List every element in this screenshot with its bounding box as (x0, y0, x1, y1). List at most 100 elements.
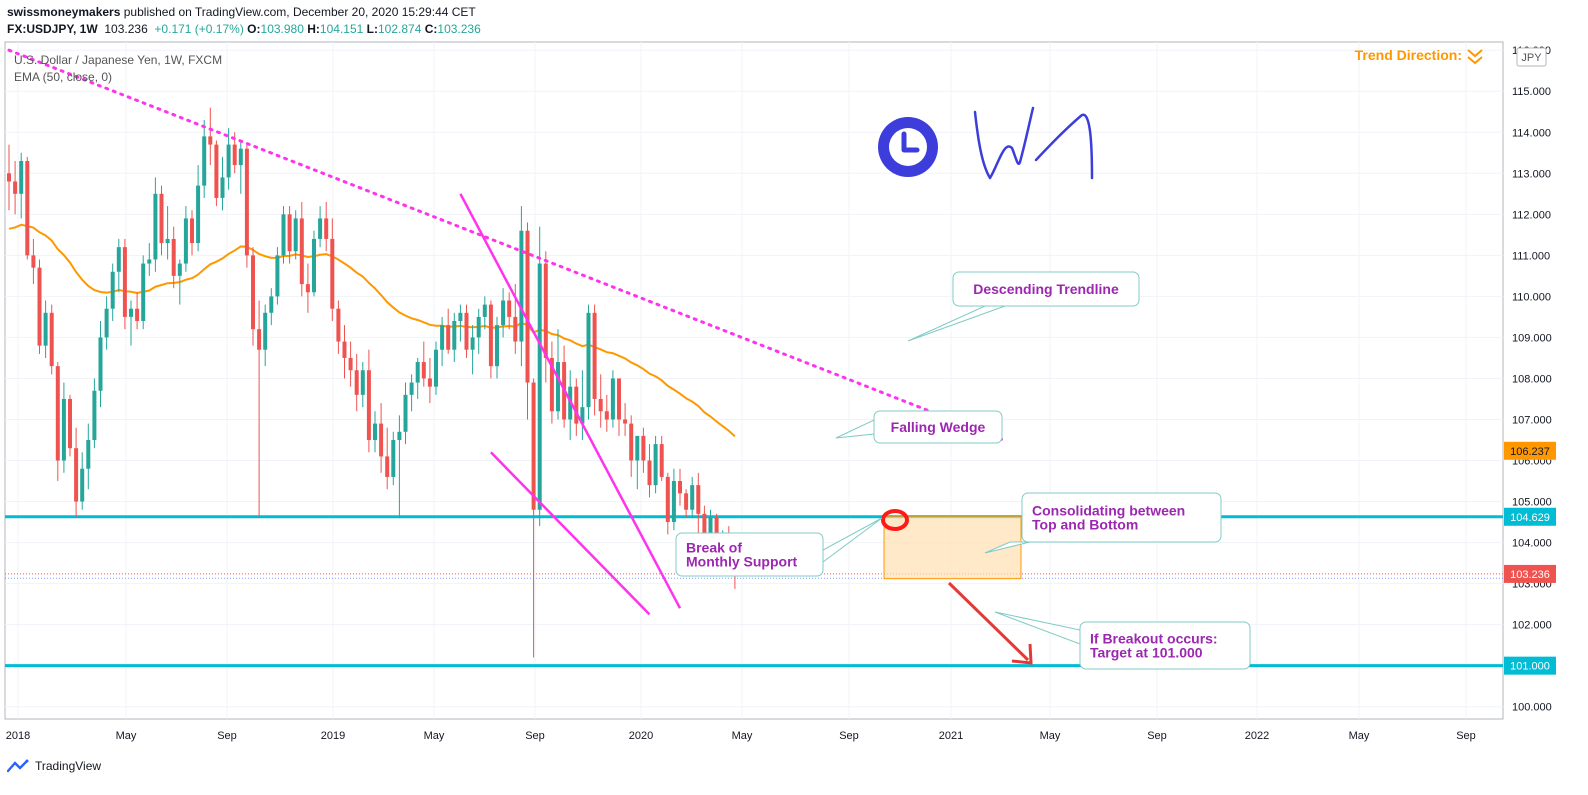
price-tags: 106.237 104.629 103.236 101.000 (1504, 441, 1556, 675)
candle-body (238, 148, 243, 166)
candle-body (202, 136, 207, 186)
annotations: Descending Trendline Falling Wedge Consoli… (675, 271, 1251, 670)
trend-direction-label: Trend Direction: (1355, 47, 1462, 63)
candle-body (513, 316, 518, 342)
candle-body (330, 238, 335, 309)
candle-body (244, 148, 249, 256)
candle-body (336, 308, 341, 342)
candle-body (543, 263, 548, 358)
candle-body (629, 423, 634, 461)
candle-body (208, 136, 213, 145)
callout-text: If Breakout occurs: (1090, 631, 1218, 647)
candle-body (147, 259, 152, 264)
candle-body (592, 312, 597, 399)
candle-body (495, 325, 499, 367)
candle-body (403, 394, 408, 432)
price-tag: 101.000 (1504, 656, 1556, 675)
candle-body (153, 193, 158, 260)
candle-body (476, 316, 481, 338)
x-tick-label: 2019 (321, 730, 345, 742)
currency-badge[interactable]: JPY (1516, 47, 1547, 67)
candle-body (610, 378, 615, 420)
candle-body (482, 304, 487, 317)
candle-body (220, 177, 225, 198)
candle-body (183, 218, 188, 264)
tradingview-logo-icon (7, 759, 29, 773)
candle-body (580, 407, 585, 424)
candle-body (263, 312, 268, 350)
x-tick-label: May (424, 730, 445, 742)
falling-wedge-label: Falling Wedge (835, 410, 1003, 444)
callout-box (1021, 492, 1222, 543)
candle-body (342, 341, 347, 358)
candle-body (98, 337, 103, 391)
x-tick-label: May (732, 730, 753, 742)
candle-body (61, 398, 66, 461)
price-change: +0.171 (+0.17%) (154, 22, 244, 36)
candle-body (446, 325, 451, 350)
x-tick-label: 2018 (6, 730, 30, 742)
candle-body (647, 460, 652, 486)
y-tick-label: 114.000 (1512, 127, 1551, 139)
candle-body (25, 160, 30, 256)
candle-body (653, 444, 658, 486)
candle-body (421, 362, 426, 379)
candle-body (659, 444, 664, 477)
x-tick-label: May (1349, 730, 1370, 742)
candle-body (379, 423, 384, 457)
price-tag-bg (1504, 564, 1556, 583)
candle-body (92, 390, 97, 440)
candle-body (13, 181, 18, 194)
candle-body (366, 370, 371, 440)
candle-body (690, 485, 695, 510)
price-tag-bg (1504, 441, 1556, 460)
candle-body (525, 230, 530, 383)
candle-body (641, 435, 646, 461)
ema-line (8, 223, 736, 438)
candle-body (397, 431, 402, 440)
candle-body (391, 439, 396, 477)
callout-text: Descending Trendline (973, 281, 1119, 297)
tradingview-brand[interactable]: TradingView (7, 759, 101, 773)
callout-text: Target at 101.000 (1090, 645, 1203, 661)
candle-body (360, 370, 365, 395)
candle-body (458, 312, 463, 322)
candle-body (586, 312, 591, 408)
candle-body (171, 238, 176, 276)
axes: 100.000101.000102.000103.000104.000105.0… (6, 45, 1552, 742)
candle-body (122, 247, 127, 317)
y-tick-label: 108.000 (1512, 373, 1552, 385)
x-tick-label: 2022 (1245, 730, 1269, 742)
candle-body (488, 304, 493, 367)
price-tag-label: 101.000 (1510, 661, 1550, 673)
candle-body (574, 386, 579, 424)
candle-body (598, 398, 603, 412)
publish-info: swissmoneymakers published on TradingVie… (7, 5, 476, 19)
candle-body (135, 308, 140, 322)
candle-body (49, 312, 54, 367)
candle-body (604, 411, 609, 420)
candle-body (434, 349, 438, 387)
candle-body (409, 382, 414, 395)
candle-body (415, 362, 420, 383)
legend-instrument: U.S. Dollar / Japanese Yen, 1W, FXCM (14, 53, 222, 67)
descending-trendline (7, 48, 1005, 442)
candle-body (275, 255, 280, 297)
candle-body (312, 238, 316, 293)
brand-text: TradingView (35, 759, 102, 773)
candle-body (31, 255, 36, 268)
candle-body (617, 378, 621, 420)
candle-body (665, 476, 670, 523)
callout-text: Break of (686, 540, 742, 556)
y-tick-label: 113.000 (1512, 168, 1551, 180)
candle-body (299, 218, 304, 285)
x-tick-label: Sep (839, 730, 859, 742)
open-value: 103.980 (260, 22, 304, 36)
published-text: published on TradingView.com, December 2… (123, 5, 476, 19)
y-tick-label: 112.000 (1512, 209, 1551, 221)
price-tag-label: 104.629 (1510, 512, 1550, 524)
wedge-lower-line (490, 451, 651, 616)
callout-box (1079, 621, 1251, 670)
callout-text: Top and Bottom (1032, 517, 1138, 533)
